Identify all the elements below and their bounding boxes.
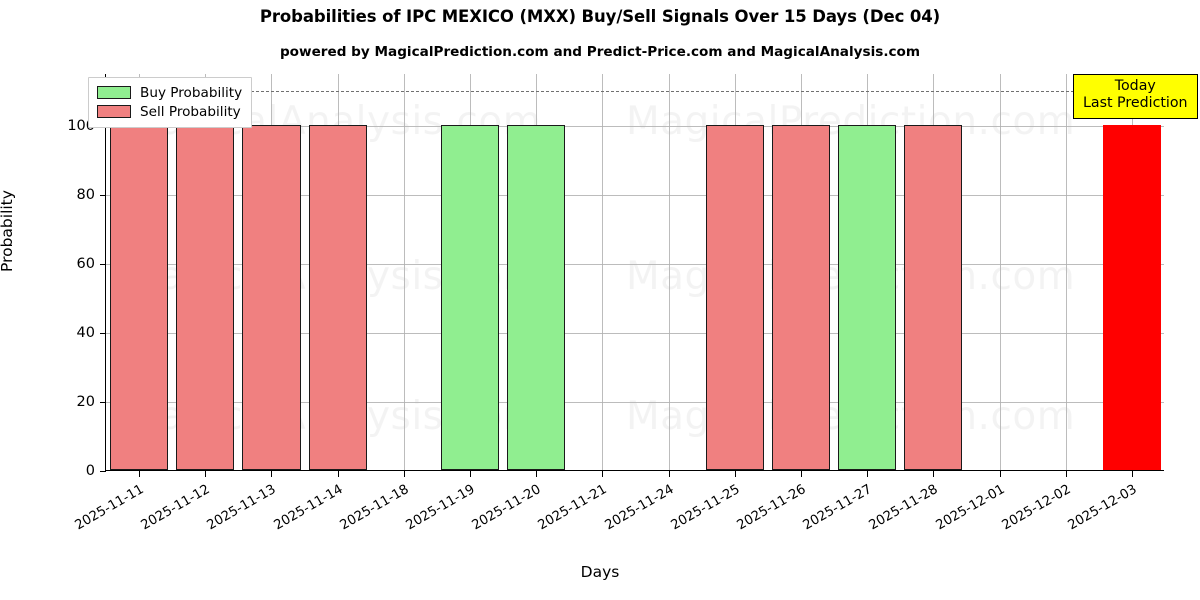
today-annotation-line1: Today (1114, 78, 1156, 94)
x-axis-tick (205, 471, 207, 477)
y-axis-tick-label: 60 (76, 255, 95, 272)
y-axis-tick (100, 263, 106, 265)
bar-sell-2025-11-26[interactable] (771, 124, 831, 470)
bar-buy-2025-11-20[interactable] (507, 124, 566, 470)
x-axis-tick (271, 471, 273, 477)
legend-swatch-buy-icon (97, 86, 131, 99)
bar-sell-2025-11-11[interactable] (109, 124, 169, 470)
x-axis-tick (734, 471, 736, 477)
x-axis-tick (1065, 471, 1067, 477)
bar-sell-2025-11-28[interactable] (904, 124, 963, 470)
legend-item-buy: Buy Probability (97, 83, 242, 102)
x-axis-tick (337, 471, 339, 477)
x-axis-tick (536, 471, 538, 477)
gridline-vertical (602, 74, 604, 470)
y-axis-tick (100, 194, 106, 196)
gridline-horizontal (106, 194, 1164, 196)
bar-sell-2025-11-13[interactable] (242, 124, 301, 470)
gridline-vertical (999, 74, 1001, 470)
y-axis-tick (100, 401, 106, 403)
x-axis-tick (470, 471, 472, 477)
gridline-vertical (668, 74, 670, 470)
today-annotation: Today Last Prediction (1073, 74, 1198, 119)
x-axis-tick (800, 471, 802, 477)
bar-sell-2025-11-25[interactable] (705, 124, 764, 470)
reference-line (106, 91, 1164, 93)
bar-buy-2025-11-19[interactable] (440, 124, 500, 470)
bar-sell-2025-11-12[interactable] (176, 124, 235, 470)
x-axis-label: Days (580, 563, 620, 581)
x-axis-tick (668, 471, 670, 477)
plot-area: MagicalAnalysis.comMagicalPrediction.com… (67, 74, 1164, 533)
gridline-horizontal (106, 263, 1164, 265)
x-axis-tick (602, 471, 604, 477)
y-axis-tick-label: 0 (85, 463, 95, 479)
bar-buy-2025-11-27[interactable] (838, 124, 897, 470)
x-axis-tick (999, 471, 1001, 477)
legend-item-sell: Sell Probability (97, 102, 242, 121)
x-axis-tick (139, 471, 141, 477)
x-axis-tick (933, 471, 935, 477)
gridline-horizontal (106, 125, 1164, 127)
y-axis-tick (100, 332, 106, 334)
chart-subtitle: powered by MagicalPrediction.com and Pre… (279, 44, 921, 60)
legend-label-sell: Sell Probability (140, 103, 241, 120)
legend-swatch-sell-icon (97, 105, 131, 118)
chart-legend: Buy Probability Sell Probability (88, 77, 253, 128)
y-axis-tick-label: 20 (76, 393, 95, 410)
y-axis-label: Probability (0, 190, 16, 272)
x-axis-tick (1131, 471, 1133, 477)
today-annotation-line2: Last Prediction (1083, 95, 1188, 112)
plot-clip: MagicalAnalysis.comMagicalPrediction.com… (106, 74, 1164, 470)
bar-sell-2025-11-14[interactable] (308, 124, 367, 470)
gridline-vertical (1065, 74, 1067, 470)
gridline-horizontal (106, 401, 1164, 403)
gridline-vertical (403, 74, 405, 470)
gridline-horizontal (106, 332, 1164, 334)
y-axis-tick-label: 80 (76, 186, 95, 203)
bar-today-2025-12-03[interactable] (1102, 124, 1162, 470)
legend-label-buy: Buy Probability (140, 84, 243, 101)
page-title: Probabilities of IPC MEXICO (MXX) Buy/Se… (259, 7, 941, 26)
y-axis-tick (100, 471, 106, 472)
y-axis-tick-label: 40 (76, 324, 95, 341)
x-axis-tick (867, 471, 869, 477)
x-axis-tick (403, 471, 405, 477)
